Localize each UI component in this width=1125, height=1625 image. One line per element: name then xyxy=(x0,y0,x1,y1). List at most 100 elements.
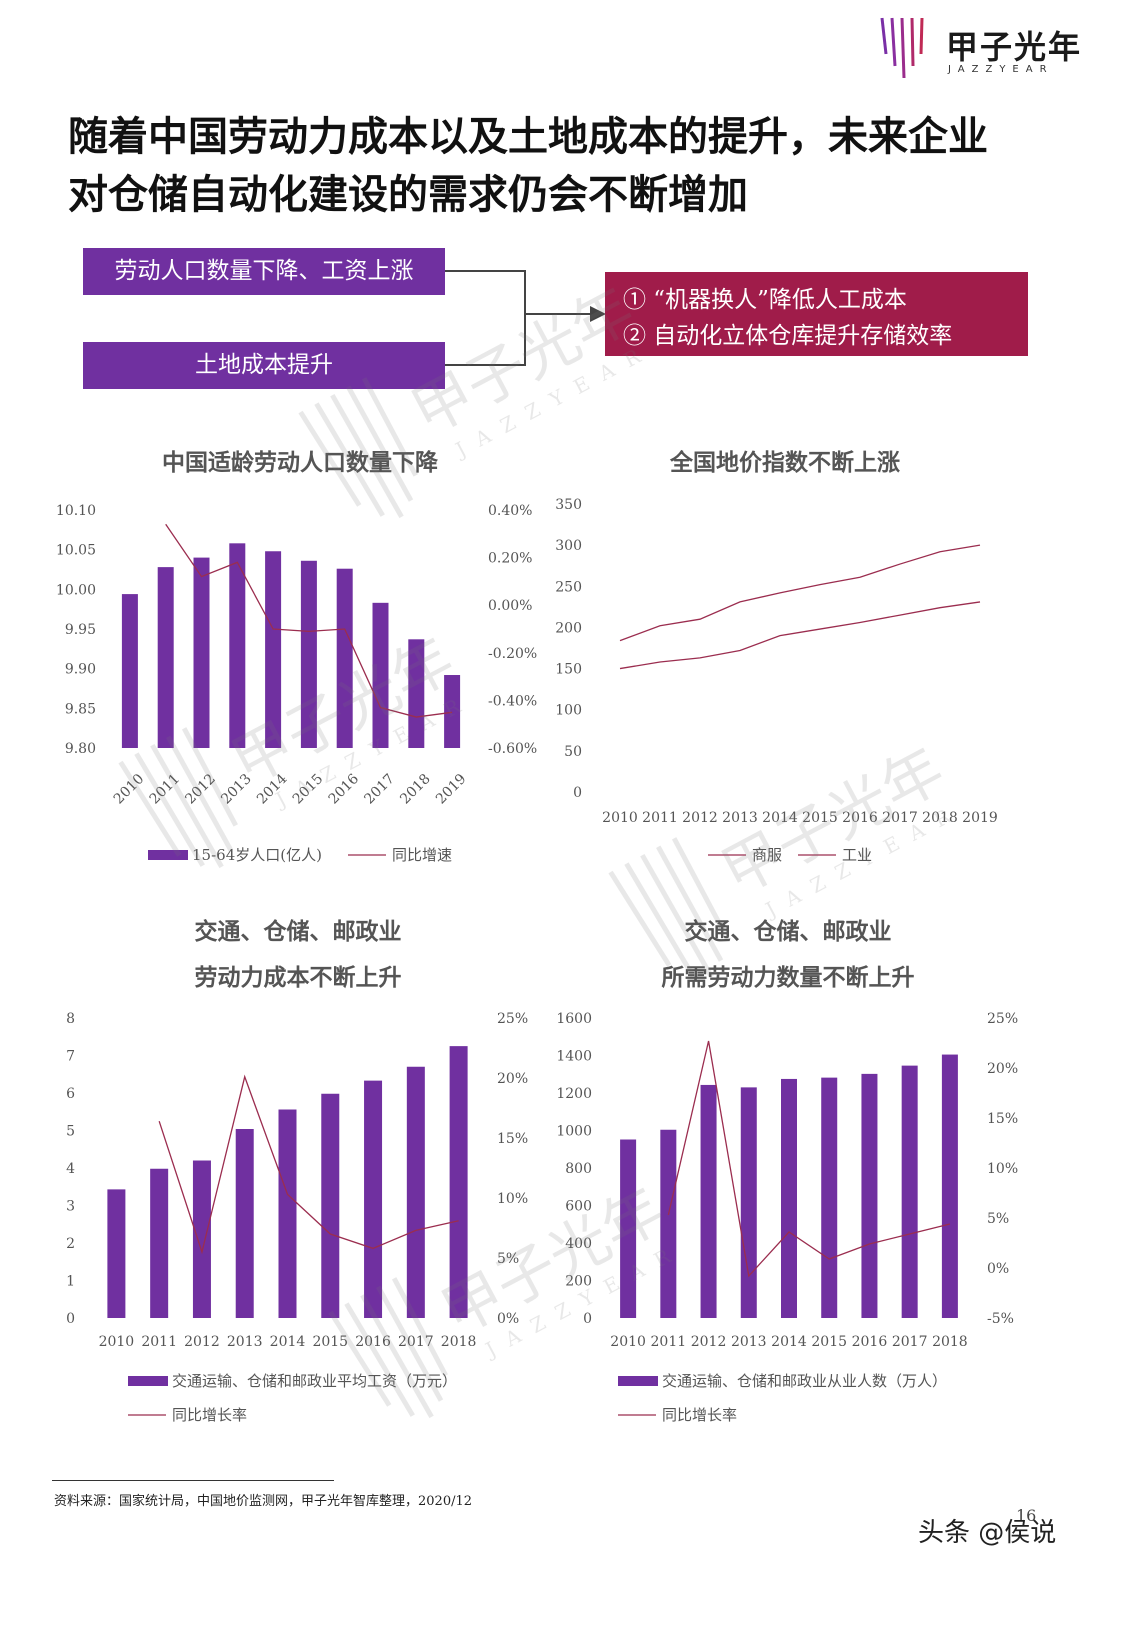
legend-label: 同比增速 xyxy=(392,846,452,864)
x-tick-label: 2010 xyxy=(99,1334,135,1350)
footer-divider xyxy=(52,1480,334,1481)
y-tick-label: 0 xyxy=(573,785,582,801)
x-tick-label: 2012 xyxy=(682,810,718,826)
bar xyxy=(265,551,282,748)
bar xyxy=(941,1054,958,1318)
y-tick-label: 10.05 xyxy=(56,543,96,559)
x-tick-label: 2015 xyxy=(312,1334,348,1350)
y2-tick-label: 5% xyxy=(497,1251,519,1267)
x-tick-label: 2018 xyxy=(922,810,958,826)
y-tick-label: 1 xyxy=(66,1274,75,1290)
bar xyxy=(781,1078,797,1318)
jazzyear-logo: 甲子光年 JAZZYEAR xyxy=(876,14,1086,84)
y-tick-label: 1400 xyxy=(556,1049,592,1065)
y-tick-label: 0 xyxy=(583,1311,592,1327)
y-tick-label: 9.80 xyxy=(65,741,96,757)
title-line-2: 对仓储自动化建设的需求仍会不断增加 xyxy=(68,171,748,218)
series-line xyxy=(158,1074,459,1255)
y2-tick-label: -0.20% xyxy=(488,646,537,662)
bar xyxy=(444,675,461,748)
bar xyxy=(235,1129,254,1318)
y2-tick-label: 0% xyxy=(497,1311,519,1327)
bar xyxy=(193,557,210,748)
bar xyxy=(364,1080,383,1318)
x-tick-label: 2014 xyxy=(270,1334,306,1350)
y2-tick-label: 0.20% xyxy=(488,551,532,567)
y-tick-label: 1600 xyxy=(556,1011,592,1027)
bar xyxy=(821,1077,838,1318)
chart-population: 10.10 10.05 10.00 9.95 9.90 9.85 9.80 0.40% 0.20… xyxy=(56,503,537,864)
y-tick-label: 9.90 xyxy=(65,662,96,678)
x-tick-label: 2016 xyxy=(852,1334,888,1350)
x-tick-label: 2016 xyxy=(842,810,878,826)
logo-subtext: JAZZYEAR xyxy=(948,64,1054,75)
x-tick-label: 2013 xyxy=(722,810,758,826)
outcome-item-1: ① “机器换人”降低人工成本 xyxy=(623,287,907,313)
x-tick-label: 2014 xyxy=(762,810,798,826)
chart-employment: 1600 1400 1200 1000 800 600 400 200 0 25% 20% 15% 10… xyxy=(556,1011,1018,1424)
x-tick-label: 2018 xyxy=(397,771,434,808)
y-tick-label: 400 xyxy=(565,1236,592,1252)
bar xyxy=(408,639,425,748)
y2-tick-label: 25% xyxy=(497,1011,528,1027)
land-cost-box: 土地成本提升 xyxy=(83,342,445,389)
bar xyxy=(901,1065,918,1318)
x-tick-label: 2011 xyxy=(147,771,184,808)
x-tick-label: 2012 xyxy=(182,771,219,808)
x-tick-label: 2011 xyxy=(141,1334,177,1350)
y-tick-label: 9.95 xyxy=(65,622,96,638)
y-tick-label: 350 xyxy=(555,497,582,513)
x-tick-label: 2011 xyxy=(642,810,678,826)
bar xyxy=(192,1160,211,1318)
x-tick-label: 2017 xyxy=(892,1334,928,1350)
connector xyxy=(445,364,525,366)
bar xyxy=(406,1066,425,1318)
y-tick-label: 300 xyxy=(555,538,582,554)
y-tick-label: 10.00 xyxy=(56,582,96,598)
series-line xyxy=(619,601,981,670)
arrow-right-icon xyxy=(590,306,606,322)
x-tick-label: 2019 xyxy=(433,771,470,808)
x-tick-label: 2010 xyxy=(610,1334,646,1350)
bar xyxy=(620,1139,637,1318)
y2-tick-label: -5% xyxy=(987,1311,1014,1327)
x-tick-label: 2015 xyxy=(290,771,327,808)
y-tick-label: 5 xyxy=(66,1124,75,1140)
y-tick-label: 250 xyxy=(555,579,582,595)
series-line xyxy=(619,544,981,642)
legend-label: 15-64岁人口(亿人) xyxy=(192,846,322,864)
x-tick-label: 2013 xyxy=(218,771,255,808)
chart3-title-line1: 交通、仓储、邮政业 xyxy=(194,918,402,945)
labor-cost-box: 劳动人口数量下降、工资上涨 xyxy=(83,248,445,295)
x-tick-label: 2016 xyxy=(355,1334,391,1350)
y-tick-label: 100 xyxy=(555,703,582,719)
bar xyxy=(740,1087,757,1318)
y2-tick-label: -0.40% xyxy=(488,693,537,709)
x-tick-label: 2017 xyxy=(882,810,918,826)
logo-mark-icon xyxy=(880,17,924,79)
y-tick-label: 4 xyxy=(66,1161,75,1177)
x-tick-label: 2013 xyxy=(227,1334,263,1350)
source-note: 资料来源：国家统计局，中国地价监测网，甲子光年智库整理，2020/12 xyxy=(54,1494,473,1509)
bar xyxy=(107,1189,126,1318)
x-tick-label: 2014 xyxy=(771,1334,807,1350)
x-tick-label: 2014 xyxy=(254,771,291,808)
y-tick-label: 3 xyxy=(66,1199,75,1215)
x-tick-label: 2015 xyxy=(811,1334,847,1350)
y2-tick-label: 0% xyxy=(987,1261,1009,1277)
x-tick-label: 2010 xyxy=(602,810,638,826)
x-tick-label: 2018 xyxy=(932,1334,968,1350)
x-tick-label: 2017 xyxy=(361,771,398,808)
x-tick-label: 2012 xyxy=(184,1334,220,1350)
y2-tick-label: 25% xyxy=(987,1011,1018,1027)
bar xyxy=(861,1073,878,1318)
bar xyxy=(449,1046,468,1318)
chart4-title-line1: 交通、仓储、邮政业 xyxy=(684,918,892,945)
bar xyxy=(336,568,353,748)
outcome-item-2: ② 自动化立体仓库提升存储效率 xyxy=(623,323,953,349)
chart2-title: 全国地价指数不断上涨 xyxy=(670,449,900,476)
legend-label: 同比增长率 xyxy=(172,1406,247,1424)
y-tick-label: 1200 xyxy=(556,1086,592,1102)
x-tick-label: 2017 xyxy=(398,1334,434,1350)
legend-label: 工业 xyxy=(842,846,872,864)
